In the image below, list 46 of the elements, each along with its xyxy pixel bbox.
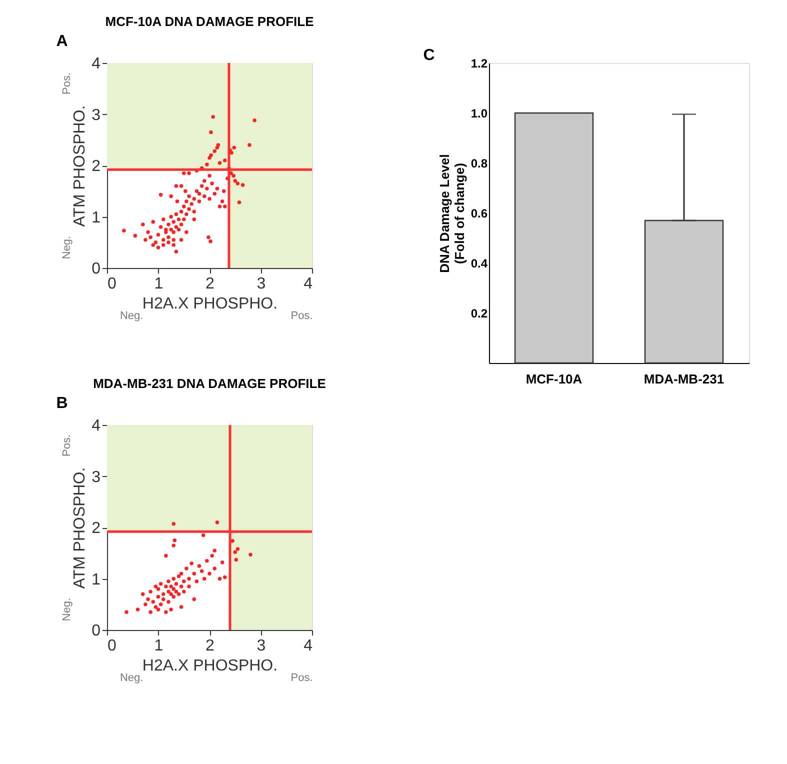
y-tick-label: 1.2 xyxy=(470,56,488,70)
x-tick-label: 4 xyxy=(304,638,313,654)
y-tick-label: 2 xyxy=(92,158,101,175)
y-tick-label: 3 xyxy=(92,106,101,124)
y-tick-label: 0.4 xyxy=(470,256,488,270)
x-tick-label: 4 xyxy=(304,276,313,292)
text: Neg. xyxy=(61,598,73,622)
x-axis-title: H2A.X PHOSPHO. xyxy=(142,296,278,312)
y-tick-label: 1 xyxy=(92,209,101,226)
y-axis-title: DNA Damage Level (Fold of change) xyxy=(436,154,467,273)
text: B xyxy=(56,395,68,412)
x-tick-label: 1 xyxy=(154,276,164,292)
y-tick-label: 2 xyxy=(92,520,101,537)
x-tick-label: MDA-MB-231 xyxy=(644,372,724,386)
y-tick-label: 0.6 xyxy=(470,206,488,220)
x-tick-label: 1 xyxy=(154,638,164,654)
chart-title: MDA-MB-231 DNA DAMAGE PROFILE xyxy=(93,376,326,391)
y-tick-label: 4 xyxy=(92,56,101,72)
y-tick-label: 0.8 xyxy=(470,156,488,170)
text: Pos. xyxy=(290,672,313,684)
y-tick-label: 3 xyxy=(92,468,101,486)
x-tick-label: 2 xyxy=(206,276,215,292)
y-tick-label: 1 xyxy=(92,571,101,588)
x-tick-label: 0 xyxy=(108,276,116,292)
x-axis-title: H2A.X PHOSPHO. xyxy=(142,658,278,674)
y-axis-title: ATM PHOSPHO. xyxy=(72,467,89,589)
y-axis-title: ATM PHOSPHO. xyxy=(72,105,89,227)
x-tick-label: 3 xyxy=(256,276,266,292)
text: Neg. xyxy=(120,672,144,684)
text: Neg. xyxy=(61,236,73,260)
x-tick-label: 2 xyxy=(206,638,215,654)
x-tick-label: 0 xyxy=(108,638,116,654)
text: Pos. xyxy=(290,310,313,322)
text: C xyxy=(423,47,436,64)
x-tick-label: 3 xyxy=(256,638,266,654)
y-tick-label: 1.0 xyxy=(470,106,488,120)
y-tick-label: 4 xyxy=(92,418,101,434)
text: Neg. xyxy=(120,310,144,322)
text: Pos. xyxy=(61,434,73,457)
y-tick-label: 0.2 xyxy=(470,306,488,320)
text: A xyxy=(56,33,68,50)
x-tick-label: MCF-10A xyxy=(526,372,583,386)
chart-title: MCF-10A DNA DAMAGE PROFILE xyxy=(105,14,314,29)
y-tick-label: 0 xyxy=(92,622,101,640)
y-tick-label: 0 xyxy=(92,260,101,278)
text: Pos. xyxy=(61,72,73,95)
